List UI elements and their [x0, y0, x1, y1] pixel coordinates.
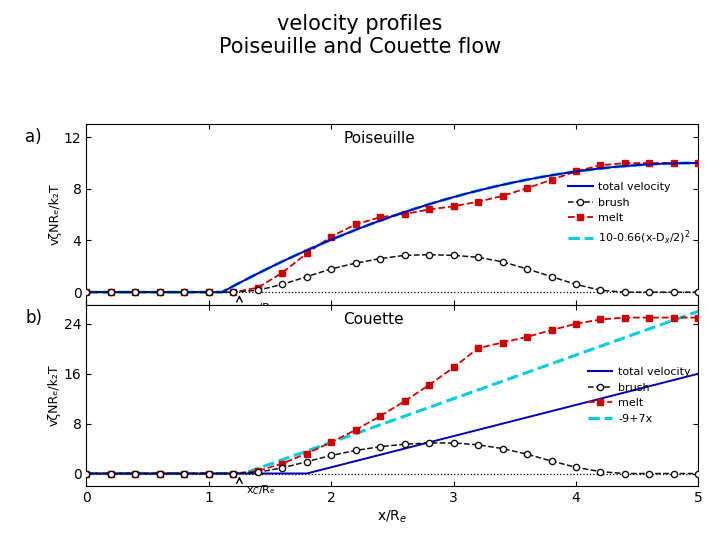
Text: xₚ/Rₑ: xₚ/Rₑ	[248, 303, 276, 313]
Legend: total velocity, brush, melt, -9+7x: total velocity, brush, melt, -9+7x	[583, 363, 695, 428]
Y-axis label: vζNRₑ/k₂T: vζNRₑ/k₂T	[48, 364, 61, 427]
Y-axis label: vζNRₑ/k₂T: vζNRₑ/k₂T	[48, 184, 61, 246]
Text: a): a)	[25, 128, 42, 146]
X-axis label: x/R$_e$: x/R$_e$	[377, 509, 408, 525]
Text: Couette: Couette	[343, 312, 404, 327]
Text: x$_C$/Rₑ: x$_C$/Rₑ	[246, 483, 275, 497]
Text: velocity profiles
Poiseuille and Couette flow: velocity profiles Poiseuille and Couette…	[219, 14, 501, 57]
Legend: total velocity, brush, melt, 10-0.66(x-D$_x$/2)$^2$: total velocity, brush, melt, 10-0.66(x-D…	[564, 178, 695, 252]
Text: Poiseuille: Poiseuille	[343, 131, 415, 146]
Text: b): b)	[25, 309, 42, 327]
